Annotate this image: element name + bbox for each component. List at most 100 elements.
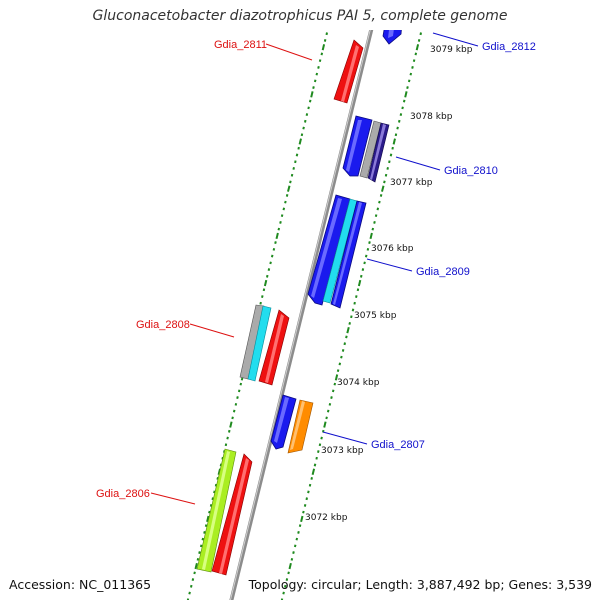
label-line-gdia-2806 xyxy=(150,492,196,505)
gene-gdia-2809a[interactable] xyxy=(307,194,351,306)
forward-tick-minor xyxy=(310,477,313,480)
reverse-tick-minor xyxy=(196,557,200,561)
forward-tick-minor xyxy=(399,113,403,116)
reverse-tick-major xyxy=(298,138,302,145)
reverse-tick-minor xyxy=(191,578,195,581)
forward-tick-minor xyxy=(366,247,370,251)
reverse-tick-minor xyxy=(274,241,277,245)
forward-tick-minor xyxy=(348,322,351,325)
label-line-gdia-2810 xyxy=(395,156,441,171)
forward-tick-minor xyxy=(396,126,399,130)
gene-gdia-2809b[interactable] xyxy=(322,198,367,309)
reverse-tick-minor xyxy=(239,382,243,386)
reverse-tick-minor xyxy=(297,146,300,150)
forward-tick-minor xyxy=(407,79,411,83)
gene-gdia-2810b[interactable] xyxy=(359,120,390,183)
reverse-tick-minor xyxy=(236,396,239,400)
gene-label-gdia-2809[interactable]: Gdia_2809 xyxy=(416,266,470,278)
reverse-tick-minor xyxy=(280,214,284,218)
map-title: Gluconacetobacter diazotrophicus PAI 5, … xyxy=(92,8,508,24)
forward-tick-minor xyxy=(353,301,356,305)
forward-tick-minor xyxy=(326,409,330,413)
forward-tick-minor xyxy=(374,214,378,218)
forward-tick-major xyxy=(369,232,373,240)
forward-tick-minor xyxy=(402,99,406,103)
reverse-tick-minor xyxy=(317,65,320,69)
forward-tick-minor xyxy=(298,524,302,528)
reverse-tick-minor xyxy=(302,126,305,130)
forward-tick-minor xyxy=(398,119,401,123)
reverse-tick-minor xyxy=(330,19,331,21)
reverse-tick-minor xyxy=(237,389,241,393)
forward-tick-minor xyxy=(419,32,422,36)
reverse-tick-minor xyxy=(193,571,196,575)
reverse-tick-minor xyxy=(285,194,289,197)
gene-gdia-2807a[interactable] xyxy=(270,394,297,450)
forward-tick-minor xyxy=(371,227,375,231)
forward-tick-minor xyxy=(361,268,365,271)
gene-gdia-2811[interactable] xyxy=(333,39,364,104)
forward-tick-minor xyxy=(333,382,337,386)
reverse-tick-major xyxy=(229,421,233,428)
reverse-tick-minor xyxy=(295,153,299,157)
reverse-tick-minor xyxy=(211,497,214,501)
forward-strand-ticks xyxy=(280,32,422,600)
forward-tick-minor xyxy=(409,72,413,76)
forward-tick-minor xyxy=(383,180,386,184)
gene-gdia-2807b[interactable] xyxy=(287,399,314,454)
forward-tick-minor xyxy=(285,578,289,581)
forward-tick-minor xyxy=(401,106,404,110)
gene-label-gdia-2810[interactable]: Gdia_2810 xyxy=(444,165,498,177)
label-line-gdia-2809 xyxy=(366,258,413,272)
forward-tick-minor xyxy=(379,194,383,197)
forward-tick-minor xyxy=(350,315,353,319)
forward-tick-minor xyxy=(411,65,414,69)
kbp-label-3078: 3078 kbp xyxy=(410,112,453,122)
gene-gdia-2808[interactable] xyxy=(239,304,290,386)
forward-tick-minor xyxy=(328,402,332,406)
reverse-tick-minor xyxy=(325,32,328,36)
forward-tick-minor xyxy=(351,308,355,312)
reverse-tick-minor xyxy=(320,52,324,56)
forward-tick-minor xyxy=(284,584,287,588)
gene-label-gdia-2811[interactable]: Gdia_2811 xyxy=(214,39,267,51)
forward-tick-major xyxy=(392,138,396,145)
forward-tick-minor xyxy=(338,362,342,366)
reverse-tick-minor xyxy=(289,180,292,184)
label-line-gdia-2807 xyxy=(322,431,368,445)
genome-backbone xyxy=(229,30,374,600)
reverse-tick-minor xyxy=(259,301,262,305)
forward-tick-minor xyxy=(295,537,299,541)
reverse-tick-minor xyxy=(282,207,286,211)
reverse-tick-major xyxy=(275,232,279,240)
forward-tick-minor xyxy=(356,288,360,292)
reverse-tick-major xyxy=(287,185,291,192)
reverse-tick-minor xyxy=(204,524,208,528)
gene-label-gdia-2807[interactable]: Gdia_2807 xyxy=(371,439,425,451)
forward-tick-minor xyxy=(406,86,409,90)
forward-tick-minor xyxy=(302,510,305,514)
reverse-tick-minor xyxy=(328,26,329,28)
forward-tick-major xyxy=(415,44,420,51)
reverse-tick-major xyxy=(194,562,198,570)
forward-tick-minor xyxy=(368,241,371,245)
gene-label-gdia-2812[interactable]: Gdia_2812 xyxy=(482,41,536,53)
forward-tick-minor xyxy=(292,551,295,555)
reverse-tick-minor xyxy=(333,6,334,8)
gene-gdia-2812[interactable] xyxy=(382,0,405,45)
gene-gdia-2810a[interactable] xyxy=(342,115,373,177)
reverse-tick-minor xyxy=(269,261,272,265)
reverse-tick-minor xyxy=(294,160,297,164)
forward-tick-minor xyxy=(290,557,294,561)
forward-tick-minor xyxy=(293,544,297,548)
forward-tick-minor xyxy=(297,530,300,534)
reverse-tick-minor xyxy=(224,443,228,447)
gene-label-gdia-2806[interactable]: Gdia_2806 xyxy=(96,488,150,500)
reverse-tick-minor xyxy=(201,537,205,541)
reverse-tick-minor xyxy=(216,477,219,480)
reverse-tick-minor xyxy=(292,167,295,170)
gene-label-gdia-2808[interactable]: Gdia_2808 xyxy=(136,319,190,331)
gene-gdia-2806[interactable] xyxy=(196,448,253,576)
kbp-label-3076: 3076 kbp xyxy=(371,244,414,254)
forward-tick-major xyxy=(381,185,385,192)
